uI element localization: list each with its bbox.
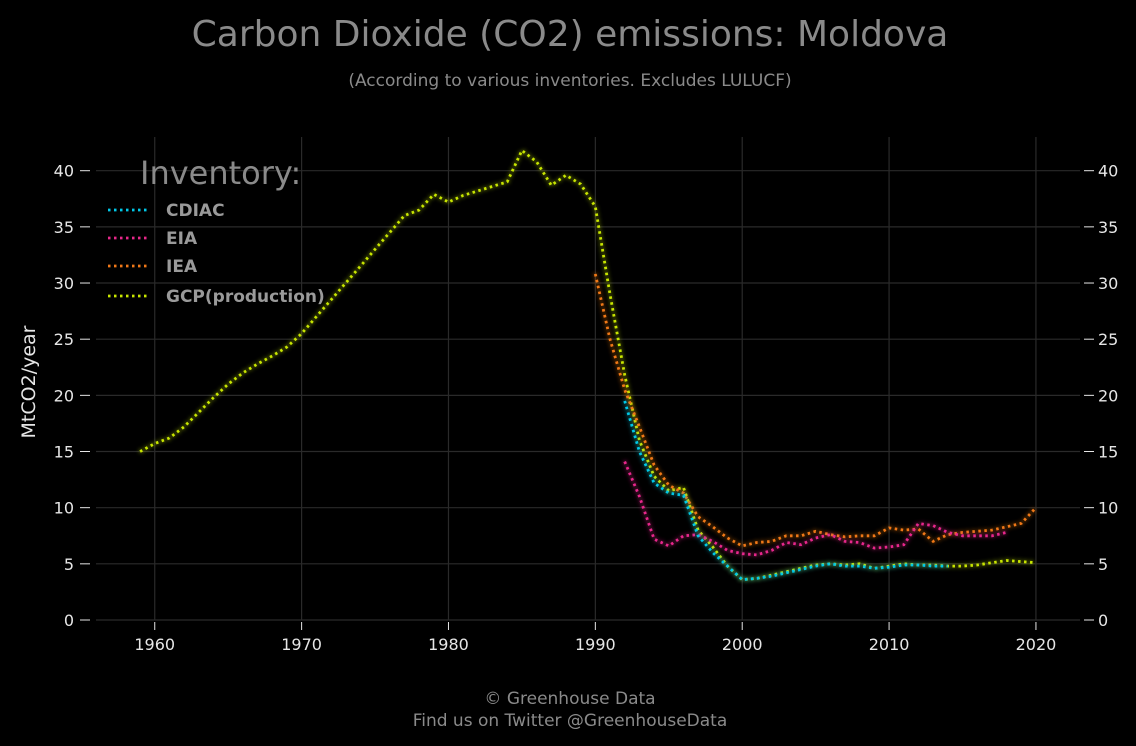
x-tick-label: 1990 [575,635,616,654]
series-line-gcp-production [139,148,1037,582]
legend-label-cdiac: CDIAC [166,201,225,221]
y-tick-label-right: 35 [1098,218,1118,237]
series-line-cdiac [623,400,948,582]
y-tick-label-left: 35 [54,218,74,237]
footer-copyright: © Greenhouse Data [484,689,655,709]
grid [96,137,1080,621]
y-axis-label: MtCO2/year [18,325,40,438]
series-line-iea [593,273,1037,548]
y-tick-label-right: 5 [1098,555,1108,574]
legend-label-eia: EIA [166,229,198,249]
y-tick-label-right: 40 [1098,162,1118,181]
y-tick-label-left: 5 [64,555,74,574]
y-tick-label-right: 0 [1098,611,1108,630]
y-tick-label-right: 20 [1098,386,1118,405]
legend-title: Inventory: [140,154,301,192]
x-tick-label: 2010 [869,635,910,654]
y-tick-label-left: 30 [54,274,74,293]
chart-title: Carbon Dioxide (CO2) emissions: Moldova [192,14,949,55]
y-tick-label-left: 20 [54,386,74,405]
y-tick-label-right: 30 [1098,274,1118,293]
y-tick-label-right: 10 [1098,499,1118,518]
y-tick-label-left: 40 [54,162,74,181]
chart-subtitle: (According to various inventories. Exclu… [348,71,791,91]
legend: Inventory: CDIAC EIA IEA GCP(production) [108,154,325,307]
y-tick-label-left: 15 [54,443,74,462]
legend-label-iea: IEA [166,257,198,277]
y-tick-label-left: 0 [64,611,74,630]
x-tick-label: 1980 [428,635,469,654]
legend-label-gcp-production: GCP(production) [166,287,325,307]
y-tick-label-right: 15 [1098,443,1118,462]
footer-twitter: Find us on Twitter @GreenhouseData [413,711,728,731]
x-tick-label: 1970 [281,635,322,654]
y-tick-label-right: 25 [1098,330,1118,349]
x-tick-label: 1960 [134,635,175,654]
y-tick-label-left: 10 [54,499,74,518]
x-tick-label: 2000 [722,635,763,654]
series-lines [139,148,1037,582]
series-line-eia [623,461,1007,557]
x-tick-label: 2020 [1016,635,1057,654]
y-tick-label-left: 25 [54,330,74,349]
